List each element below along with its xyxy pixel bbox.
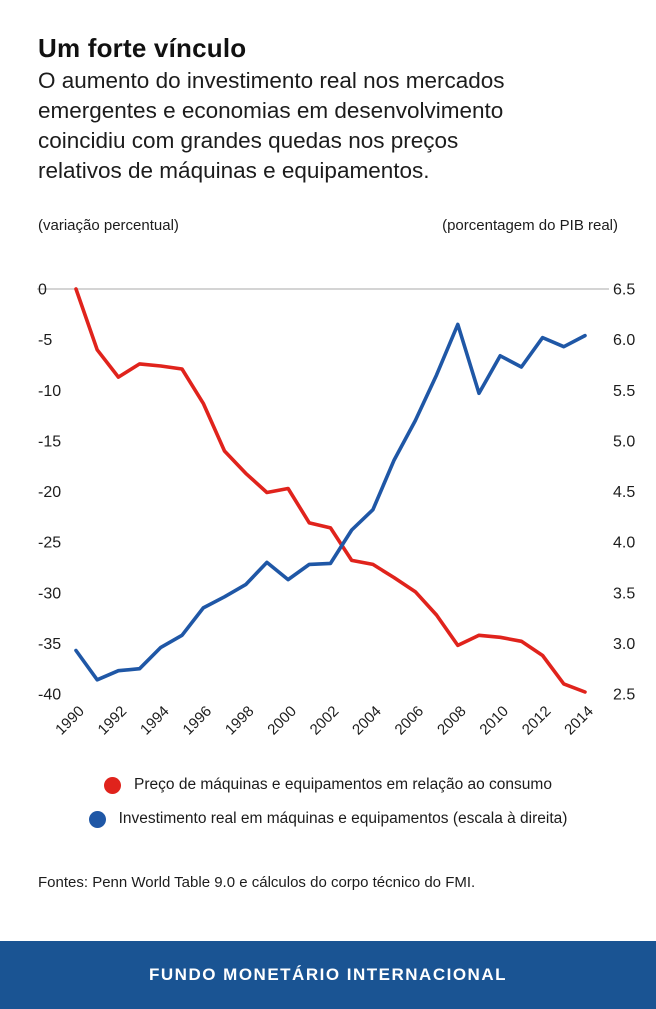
chart-legend: Preço de máquinas e equipamentos em rela… xyxy=(0,776,656,828)
legend-label: Preço de máquinas e equipamentos em rela… xyxy=(134,776,552,793)
series-line-left xyxy=(74,287,587,694)
right-axis-unit-label: (porcentagem do PIB real) xyxy=(442,217,618,234)
x-axis-tick: 1990 xyxy=(52,703,88,739)
x-axis-tick: 2000 xyxy=(264,703,300,739)
red-series-dot-icon xyxy=(104,776,122,794)
chart-subtitle: O aumento do investimento real nos merca… xyxy=(38,66,505,186)
legend-item-price: Preço de máquinas e equipamentos em rela… xyxy=(104,776,552,794)
x-axis-tick: 2012 xyxy=(519,703,555,739)
axis-unit-labels: (variação percentual) (porcentagem do PI… xyxy=(38,217,618,234)
chart-title: Um forte vínculo xyxy=(38,33,247,63)
left-axis-tick: -15 xyxy=(38,433,61,450)
subtitle-line: relativos de máquinas e equipamentos. xyxy=(38,158,430,183)
legend-label: Investimento real em máquinas e equipame… xyxy=(118,810,568,827)
left-axis-tick: -10 xyxy=(38,383,61,400)
right-axis-tick: 5.0 xyxy=(613,433,635,450)
x-axis-tick: 1996 xyxy=(180,703,216,739)
chart-area: 0 -5 -10 -15 -20 -25 -30 -35 -40 6.5 6.0 5.5 5.0 4.5 4… xyxy=(0,260,656,760)
source-note: Fontes: Penn World Table 9.0 e cálculos … xyxy=(38,874,476,891)
left-axis-unit-label: (variação percentual) xyxy=(38,217,179,234)
x-axis-tick: 1998 xyxy=(222,703,258,739)
x-axis-tick: 2008 xyxy=(434,703,470,739)
x-axis-tick: 2006 xyxy=(392,703,428,739)
chart-svg: 0 -5 -10 -15 -20 -25 -30 -35 -40 6.5 6.0 5.5 5.0 4.5 4… xyxy=(37,282,635,739)
right-axis-tick: 6.0 xyxy=(613,332,635,349)
left-axis-tick: -5 xyxy=(38,332,52,349)
blue-series-dot-icon xyxy=(88,810,106,828)
x-axis-tick: 2014 xyxy=(561,703,597,739)
right-axis-tick: 6.5 xyxy=(613,282,635,299)
left-axis-tick: 0 xyxy=(38,282,47,299)
x-axis-tick: 2010 xyxy=(476,703,512,739)
right-axis-tick: 5.5 xyxy=(613,383,635,400)
x-axis-tick: 1994 xyxy=(137,703,173,739)
subtitle-line: O aumento do investimento real nos merca… xyxy=(38,68,505,93)
x-axis-tick: 2002 xyxy=(307,703,343,739)
right-axis-tick: 3.0 xyxy=(613,636,635,653)
subtitle-line: coincidiu com grandes quedas nos preços xyxy=(38,128,459,153)
left-axis-tick: -40 xyxy=(38,687,61,704)
x-axis-tick: 2004 xyxy=(349,703,385,739)
right-axis-tick: 3.5 xyxy=(613,585,635,602)
right-axis-tick: 4.0 xyxy=(613,535,635,552)
left-axis-tick: -35 xyxy=(38,636,61,653)
left-axis-tick: -30 xyxy=(38,585,61,602)
right-axis-tick: 4.5 xyxy=(613,484,635,501)
x-axis-tick: 1992 xyxy=(95,703,131,739)
subtitle-line: emergentes e economias em desenvolviment… xyxy=(38,98,504,123)
brand-bar-label: FUNDO MONETÁRIO INTERNACIONAL xyxy=(149,965,507,984)
right-axis-tick: 2.5 xyxy=(613,687,635,704)
legend-item-investment: Investimento real em máquinas e equipame… xyxy=(88,810,568,828)
left-axis-tick: -25 xyxy=(38,535,61,552)
left-axis-tick: -20 xyxy=(38,484,61,501)
bottom-brand-bar: FUNDO MONETÁRIO INTERNACIONAL xyxy=(0,941,656,1009)
series-line-right xyxy=(74,322,587,682)
